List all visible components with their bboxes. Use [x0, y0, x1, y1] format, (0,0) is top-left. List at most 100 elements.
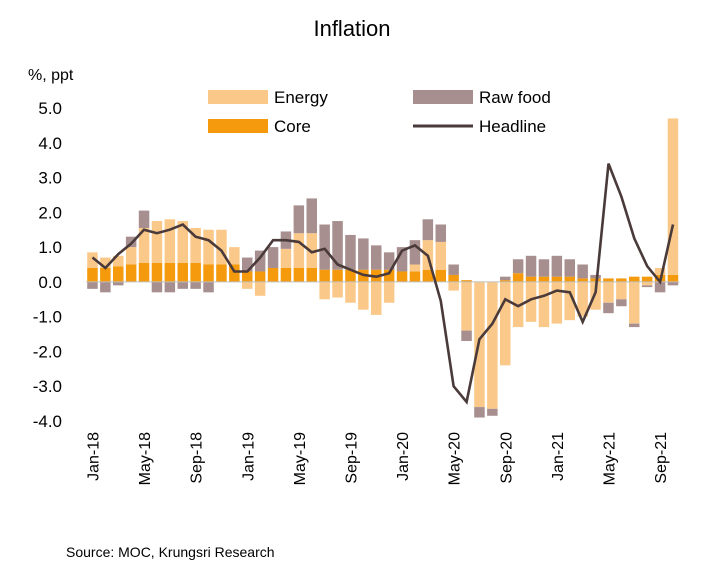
bar-core: [603, 278, 614, 282]
bar-raw-food: [487, 408, 498, 416]
bar-raw-food: [629, 323, 640, 328]
bar-raw-food: [306, 198, 317, 234]
x-tick-label: Sep-20: [498, 432, 515, 484]
bar-energy: [345, 281, 356, 303]
bar-core: [500, 280, 511, 282]
bar-core: [332, 269, 343, 282]
bar-raw-food: [138, 210, 150, 228]
x-tick-label: Jan-19: [240, 432, 257, 481]
bar-energy: [603, 281, 614, 303]
bar-raw-food: [371, 245, 382, 270]
bar-energy: [383, 281, 395, 303]
bar-energy: [332, 281, 343, 298]
bar-raw-food: [641, 285, 653, 288]
bar-core: [151, 262, 163, 282]
x-tick-label: May-19: [292, 432, 309, 485]
bar-energy: [487, 281, 498, 409]
bar-energy: [319, 281, 330, 300]
bar-energy: [100, 257, 111, 268]
bar-raw-food: [396, 247, 408, 272]
x-tick-label: Sep-18: [189, 432, 206, 484]
bar-raw-food: [667, 281, 679, 286]
bar-energy: [654, 267, 666, 275]
bar-core: [242, 271, 253, 282]
bar-core: [448, 274, 459, 282]
bar-raw-food: [319, 224, 330, 270]
bar-energy: [125, 247, 137, 265]
bar-core: [319, 269, 330, 282]
x-tick-label: Sep-19: [343, 432, 360, 484]
bar-energy: [551, 281, 563, 324]
bar-energy: [461, 281, 472, 331]
x-tick-label: May-20: [447, 432, 464, 485]
x-tick-label: Jan-21: [550, 432, 567, 481]
bar-energy: [216, 229, 227, 265]
bar-energy: [577, 281, 588, 317]
bar-core: [190, 262, 201, 282]
bar-energy: [293, 233, 305, 268]
x-tick-label: May-21: [601, 432, 618, 485]
bar-energy: [280, 248, 292, 268]
bar-core: [164, 262, 176, 282]
bar-energy: [371, 281, 382, 315]
bar-energy: [448, 281, 459, 291]
bar-energy: [306, 233, 317, 268]
bar-raw-food: [177, 281, 188, 289]
bar-core: [667, 274, 679, 282]
bar-energy: [435, 241, 446, 270]
legend-label: Raw food: [479, 88, 551, 107]
y-tick-label: 5.0: [38, 99, 62, 118]
bar-core: [409, 271, 421, 282]
bar-raw-food: [564, 259, 575, 277]
legend: Energy Raw food Core Headline: [208, 88, 551, 136]
bar-raw-food: [151, 281, 163, 293]
bar-core: [564, 276, 575, 282]
bar-core: [525, 276, 537, 282]
legend-label: Core: [274, 117, 311, 136]
y-tick-label: -3.0: [33, 377, 62, 396]
bar-core: [267, 267, 279, 282]
bar-energy: [538, 281, 550, 328]
bar-energy: [203, 229, 214, 265]
bar-marks: [87, 118, 679, 418]
bar-energy: [667, 118, 679, 275]
y-tick-label: 3.0: [38, 169, 62, 188]
bar-raw-food: [293, 205, 305, 234]
source-note: Source: MOC, Krungsri Research: [66, 544, 275, 560]
y-tick-label: -4.0: [33, 412, 62, 431]
bar-raw-food: [422, 219, 434, 241]
bar-energy: [113, 255, 124, 267]
bar-energy: [164, 219, 176, 263]
bar-raw-food: [435, 224, 446, 242]
bar-energy: [190, 227, 201, 263]
bar-core: [216, 264, 227, 282]
bar-raw-food: [603, 302, 614, 314]
bar-core: [203, 264, 214, 282]
bar-core: [616, 278, 627, 282]
bar-raw-food: [332, 221, 343, 270]
bar-core: [641, 276, 653, 282]
bar-raw-food: [267, 247, 279, 268]
y-tick-label: -2.0: [33, 342, 62, 361]
bar-energy: [229, 247, 240, 265]
bar-raw-food: [100, 281, 111, 293]
x-tick-label: Jan-18: [85, 432, 102, 481]
bar-core: [512, 273, 524, 282]
legend-swatch: [413, 90, 473, 104]
bar-raw-food: [448, 264, 459, 275]
bar-core: [100, 267, 111, 282]
headline-series-line: [91, 163, 675, 405]
bar-energy: [641, 281, 653, 286]
bar-core: [422, 269, 434, 282]
y-tick-label: 4.0: [38, 134, 62, 153]
bar-raw-food: [474, 407, 485, 418]
bar-core: [396, 271, 408, 282]
bar-energy: [525, 281, 537, 322]
bar-core: [293, 267, 305, 282]
bar-raw-food: [190, 281, 201, 289]
bar-raw-food: [551, 255, 563, 277]
y-axis-unit-label: %, ppt: [28, 67, 74, 84]
bar-core: [461, 280, 472, 282]
bar-raw-food: [500, 276, 511, 281]
